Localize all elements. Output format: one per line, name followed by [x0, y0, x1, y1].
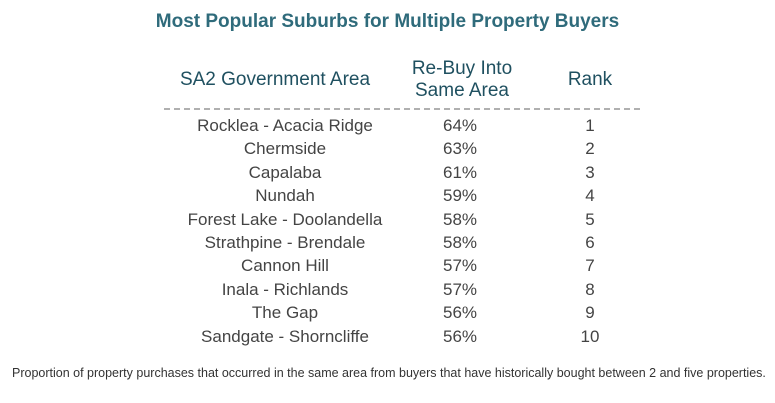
- column-header-rebuy: Re-Buy Into Same Area: [392, 58, 532, 102]
- area-cell: Capalaba: [248, 162, 322, 182]
- rank-cell: 10: [580, 326, 600, 346]
- rebuy-cell: 56%: [442, 303, 478, 323]
- rank-cell: 3: [585, 162, 595, 182]
- area-cell: Forest Lake - Doolandella: [187, 209, 383, 229]
- column-header-rebuy-line1: Re-Buy Into: [411, 58, 513, 79]
- rank-cell: 4: [585, 186, 595, 206]
- column-header-rank: Rank: [567, 69, 613, 90]
- area-cell: Strathpine - Brendale: [204, 232, 366, 252]
- column-header-area: SA2 Government Area: [179, 69, 371, 90]
- table-row: Forest Lake - Doolandella 58% 5: [0, 208, 775, 231]
- area-cell: The Gap: [251, 303, 319, 323]
- page-title: Most Popular Suburbs for Multiple Proper…: [155, 11, 620, 32]
- rebuy-cell: 56%: [442, 326, 478, 346]
- table-row: Capalaba 61% 3: [0, 161, 775, 184]
- area-cell: Cannon Hill: [241, 256, 329, 276]
- rank-cell: 9: [585, 303, 595, 323]
- header-divider: [164, 108, 640, 110]
- table-body: Rocklea - Acacia Ridge 64% 1 Chermside 6…: [0, 114, 775, 348]
- rank-cell: 1: [585, 116, 595, 135]
- rebuy-cell: 58%: [442, 232, 478, 252]
- table-row: Strathpine - Brendale 58% 6: [0, 231, 775, 254]
- rebuy-cell: 59%: [442, 186, 478, 206]
- rebuy-cell: 64%: [442, 116, 478, 135]
- column-header-rebuy-line2: Same Area: [415, 80, 509, 101]
- rebuy-cell: 57%: [442, 256, 478, 276]
- rank-cell: 2: [585, 139, 595, 159]
- rebuy-cell: 58%: [442, 209, 478, 229]
- table-row: Rocklea - Acacia Ridge 64% 1: [0, 114, 775, 137]
- table-row: The Gap 56% 9: [0, 301, 775, 324]
- rank-cell: 6: [585, 232, 595, 252]
- rebuy-cell: 63%: [442, 139, 478, 159]
- table-row: Chermside 63% 2: [0, 137, 775, 160]
- footnote: Proportion of property purchases that oc…: [12, 366, 766, 380]
- area-cell: Chermside: [243, 139, 327, 159]
- rank-cell: 5: [585, 209, 595, 229]
- rebuy-cell: 57%: [442, 279, 478, 299]
- rank-cell: 8: [585, 279, 595, 299]
- area-cell: Sandgate - Shorncliffe: [201, 326, 369, 346]
- area-cell: Inala - Richlands: [221, 279, 349, 299]
- table-row: Nundah 59% 4: [0, 184, 775, 207]
- table-row: Sandgate - Shorncliffe 56% 10: [0, 325, 775, 348]
- area-cell: Nundah: [255, 186, 315, 206]
- table-row: Inala - Richlands 57% 8: [0, 278, 775, 301]
- rank-cell: 7: [585, 256, 595, 276]
- table-row: Cannon Hill 57% 7: [0, 254, 775, 277]
- rebuy-cell: 61%: [442, 162, 478, 182]
- area-cell: Rocklea - Acacia Ridge: [197, 116, 373, 135]
